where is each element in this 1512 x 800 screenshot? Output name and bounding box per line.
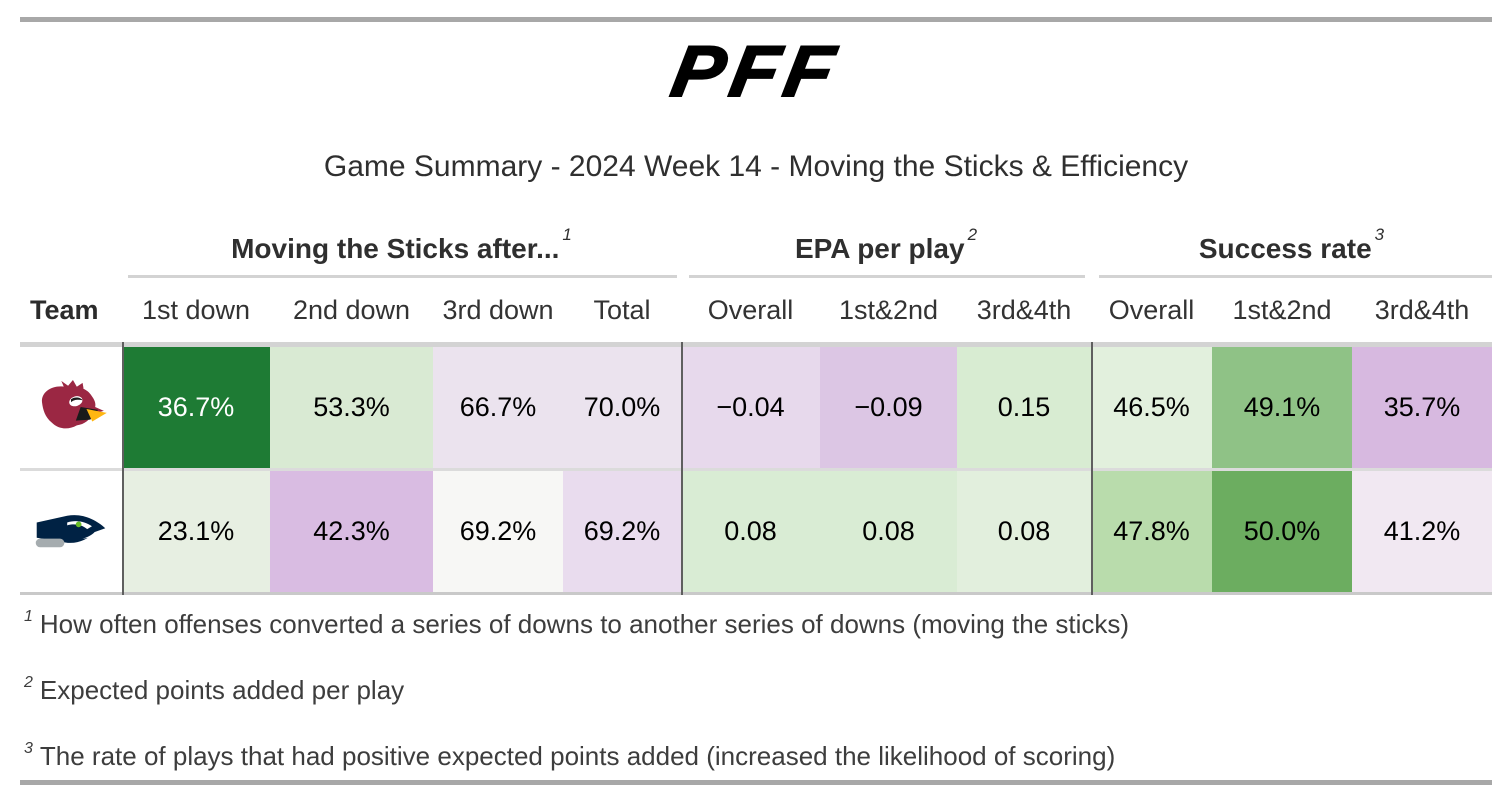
cell-ari-2nd-down: 53.3% xyxy=(270,347,433,468)
cell-ari-1st-down: 36.7% xyxy=(122,347,270,468)
divider-sticks-epa xyxy=(681,342,683,595)
footnote-ref-1: 1 xyxy=(562,225,572,244)
cell-sea-epa-1st2nd: 0.08 xyxy=(820,471,957,592)
seahawks-logo xyxy=(35,514,106,547)
cell-ari-3rd-down: 66.7% xyxy=(433,347,563,468)
footnote-2-ref: 2 xyxy=(24,674,33,691)
table-body: 36.7% 53.3% 66.7% 70.0% −0.04 −0.09 0.15… xyxy=(20,342,1492,595)
column-header-3rd-down: 3rd down xyxy=(442,294,554,325)
cell-sea-1st-down: 23.1% xyxy=(122,471,270,592)
column-header-epa-overall: Overall xyxy=(707,294,794,325)
column-header-epa-1st2nd: 1st&2nd xyxy=(838,294,939,325)
column-header-1st-down: 1st down xyxy=(141,294,251,325)
table-row-seahawks: 23.1% 42.3% 69.2% 69.2% 0.08 0.08 0.08 4… xyxy=(20,471,1492,592)
footnote-3-ref: 3 xyxy=(24,740,33,757)
cell-ari-sr-3rd4th: 35.7% xyxy=(1352,347,1492,468)
column-header-team: Team xyxy=(30,294,99,325)
table-row-cardinals: 36.7% 53.3% 66.7% 70.0% −0.04 −0.09 0.15… xyxy=(20,347,1492,468)
pff-logo-text: PFF xyxy=(665,31,847,113)
cell-ari-total: 70.0% xyxy=(563,347,681,468)
row-separator xyxy=(20,468,1492,471)
footnote-ref-3: 3 xyxy=(1374,225,1385,244)
group-underline-epa xyxy=(689,275,1085,278)
footnote-ref-2: 2 xyxy=(967,225,978,244)
footnote-1: 1 How often offenses converted a series o… xyxy=(24,604,1488,649)
summary-table: Moving the Sticks after... 1 EPA per play… xyxy=(20,220,1492,595)
page-title: Game Summary - 2024 Week 14 - Moving the… xyxy=(323,150,1189,183)
footnote-3-text: The rate of plays that had positive expe… xyxy=(39,741,1116,771)
team-cell-cardinals xyxy=(20,347,122,468)
column-header-sr-3rd4th: 3rd&4th xyxy=(1374,294,1470,325)
cell-sea-total: 69.2% xyxy=(563,471,681,592)
cardinals-logo xyxy=(41,379,107,428)
column-header-2nd-down: 2nd down xyxy=(292,294,411,325)
group-header-moving-sticks: Moving the Sticks after... 1 xyxy=(231,225,572,264)
cell-sea-epa-3rd4th: 0.08 xyxy=(957,471,1091,592)
divider-team xyxy=(122,342,124,595)
group-underline-moving-sticks xyxy=(128,275,677,278)
cell-sea-epa-overall: 0.08 xyxy=(681,471,820,592)
footnote-1-text: How often offenses converted a series of… xyxy=(39,609,1130,639)
cell-sea-2nd-down: 42.3% xyxy=(270,471,433,592)
cell-ari-epa-3rd4th: 0.15 xyxy=(957,347,1091,468)
cell-sea-sr-3rd4th: 41.2% xyxy=(1352,471,1492,592)
footnote-3: 3 The rate of plays that had positive exp… xyxy=(24,736,1488,781)
pff-logo: PFF xyxy=(0,31,1512,113)
footnote-2-text: Expected points added per play xyxy=(39,675,405,705)
cell-sea-3rd-down: 69.2% xyxy=(433,471,563,592)
column-header-total: Total xyxy=(593,294,651,325)
bottom-rule xyxy=(20,780,1492,785)
footnote-1-ref: 1 xyxy=(24,608,33,625)
cell-ari-epa-1st2nd: −0.09 xyxy=(820,347,957,468)
footnotes: 1 How often offenses converted a series o… xyxy=(24,604,1488,800)
column-header-epa-3rd4th: 3rd&4th xyxy=(976,294,1072,325)
column-header-sr-1st2nd: 1st&2nd xyxy=(1232,294,1332,325)
cell-sea-sr-1st2nd: 50.0% xyxy=(1212,471,1352,592)
group-header-epa: EPA per play 2 xyxy=(794,225,978,264)
column-header-row: Team 1st down 2nd down 3rd down Total Ov… xyxy=(20,278,1492,342)
group-underline-success-rate xyxy=(1099,275,1492,278)
cell-ari-sr-1st2nd: 49.1% xyxy=(1212,347,1352,468)
column-header-sr-overall: Overall xyxy=(1108,294,1195,325)
table-bottom-border xyxy=(20,592,1492,595)
top-rule xyxy=(20,17,1492,22)
group-header-success-rate: Success rate 3 xyxy=(1198,225,1385,264)
cell-ari-sr-overall: 46.5% xyxy=(1091,347,1212,468)
divider-epa-success xyxy=(1091,342,1093,595)
cell-ari-epa-overall: −0.04 xyxy=(681,347,820,468)
header-bottom-border xyxy=(20,342,1492,347)
cell-sea-sr-overall: 47.8% xyxy=(1091,471,1212,592)
team-cell-seahawks xyxy=(20,471,122,592)
footnote-2: 2 Expected points added per play xyxy=(24,670,1488,715)
group-header-row: Moving the Sticks after... 1 EPA per play… xyxy=(20,220,1492,278)
